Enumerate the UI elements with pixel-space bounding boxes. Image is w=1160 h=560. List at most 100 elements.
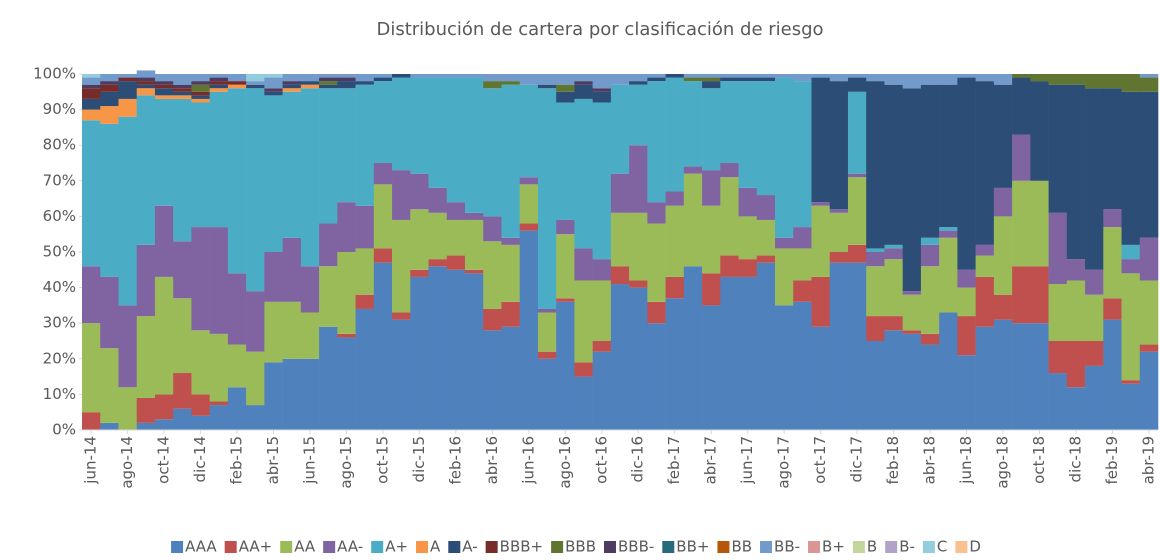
bar-segment [683,77,703,82]
legend-swatch [371,541,384,553]
bar-segment [939,74,958,85]
bar-segment [136,244,156,317]
legend-swatch [662,541,675,553]
bar-segment [1139,280,1159,345]
bar-segment [82,74,101,78]
bar-segment [483,81,502,89]
bar-segment [154,98,174,206]
x-tick-label: feb-16 [446,436,464,485]
bar-segment [1012,74,1031,78]
legend-label: AAA [185,538,217,556]
legend-label: BBB [565,538,596,556]
bar-segment [282,358,302,430]
bar-segment [246,81,265,85]
bar-segment [209,333,229,402]
bar-segment [410,209,429,270]
bar-segment [337,252,356,334]
bar-segment [410,269,429,277]
y-tick-label: 60% [43,207,76,225]
bar-segment [556,91,575,103]
bar-segment [811,276,831,327]
bar-segment [428,77,448,188]
bar-segment [154,205,174,277]
bar-segment [264,362,283,430]
bar-segment [264,301,283,363]
chart-title: Distribución de cartera por clasificació… [376,19,823,40]
bar-segment [629,212,648,281]
x-tick-label: oct-16 [592,436,610,484]
bar-segment [209,91,229,228]
bar-segment [100,348,119,423]
bar-segment [300,84,320,89]
bar-segment [154,95,174,99]
bar-segment [556,301,575,430]
bar-segment [209,227,229,334]
legend: AAA AA+ AA AA- A+ A A- BBB+ BBB BBB- BB+ BB BB- B+ B B-… [171,538,981,556]
legend-swatch [922,541,935,553]
bar-segment [300,358,320,430]
bar-segment [227,88,247,274]
x-tick-label: jun-15 [300,436,318,485]
bar-segment [246,84,265,89]
bar-segment [319,223,338,267]
x-tick-label: jun-14 [82,436,100,485]
bar-segment [629,84,648,146]
bar-segment [756,262,776,430]
bar-segment [793,280,812,302]
bar-segment [319,81,338,85]
bar-segment [1066,341,1086,388]
bar-segment [847,262,867,430]
legend-label: BB+ [676,538,709,556]
bar-segment [829,212,849,252]
bar-segment [920,84,940,238]
bar-segment [1103,227,1122,299]
bar-segment [720,74,739,78]
bar-segment [1012,134,1031,181]
bar-segment [939,237,958,313]
bar-segment [136,84,156,89]
bar-segment [738,216,758,260]
bar-segment [82,84,101,89]
bar-segment [227,273,247,345]
bar-segment [902,333,922,430]
bar-segment [1066,259,1086,281]
bar-segment [775,237,794,249]
bar-segment [82,120,101,267]
bar-segment [884,244,903,249]
bar-segment [574,248,593,281]
bar-segment [464,269,484,274]
bar-segment [920,74,940,85]
y-tick-label: 80% [43,136,76,154]
bar-segment [136,316,156,398]
bar-segment [100,84,119,92]
legend-label: B+ [822,538,845,556]
bar-segment [574,74,593,82]
bar-segment [610,212,630,267]
x-tick-label: dic-16 [629,436,647,482]
x-tick-label: jun-17 [738,436,756,485]
bar-segment [537,312,557,352]
bar-segment [738,187,758,217]
bar-segment [610,74,630,85]
bar-segment [1048,341,1068,374]
bar-segment [1103,298,1122,320]
bar-segment [464,212,484,220]
bar-segment [82,266,101,324]
bar-segment [592,88,612,92]
legend-swatch [280,541,293,553]
bar-segment [537,358,557,430]
bar-segment [775,305,794,430]
bar-segment [154,419,174,430]
legend-swatch [323,541,336,553]
bar-segment [592,74,612,89]
bar-segment [574,81,593,85]
bar-segment [975,276,995,327]
bar-segment [519,184,539,224]
bar-segment [993,319,1013,430]
bar-segment [1121,383,1141,430]
x-tick-label: dic-18 [1066,436,1084,482]
bar-segment [209,77,229,82]
bar-segment [136,81,156,85]
bar-segment [592,280,612,341]
bar-segment [446,255,466,270]
